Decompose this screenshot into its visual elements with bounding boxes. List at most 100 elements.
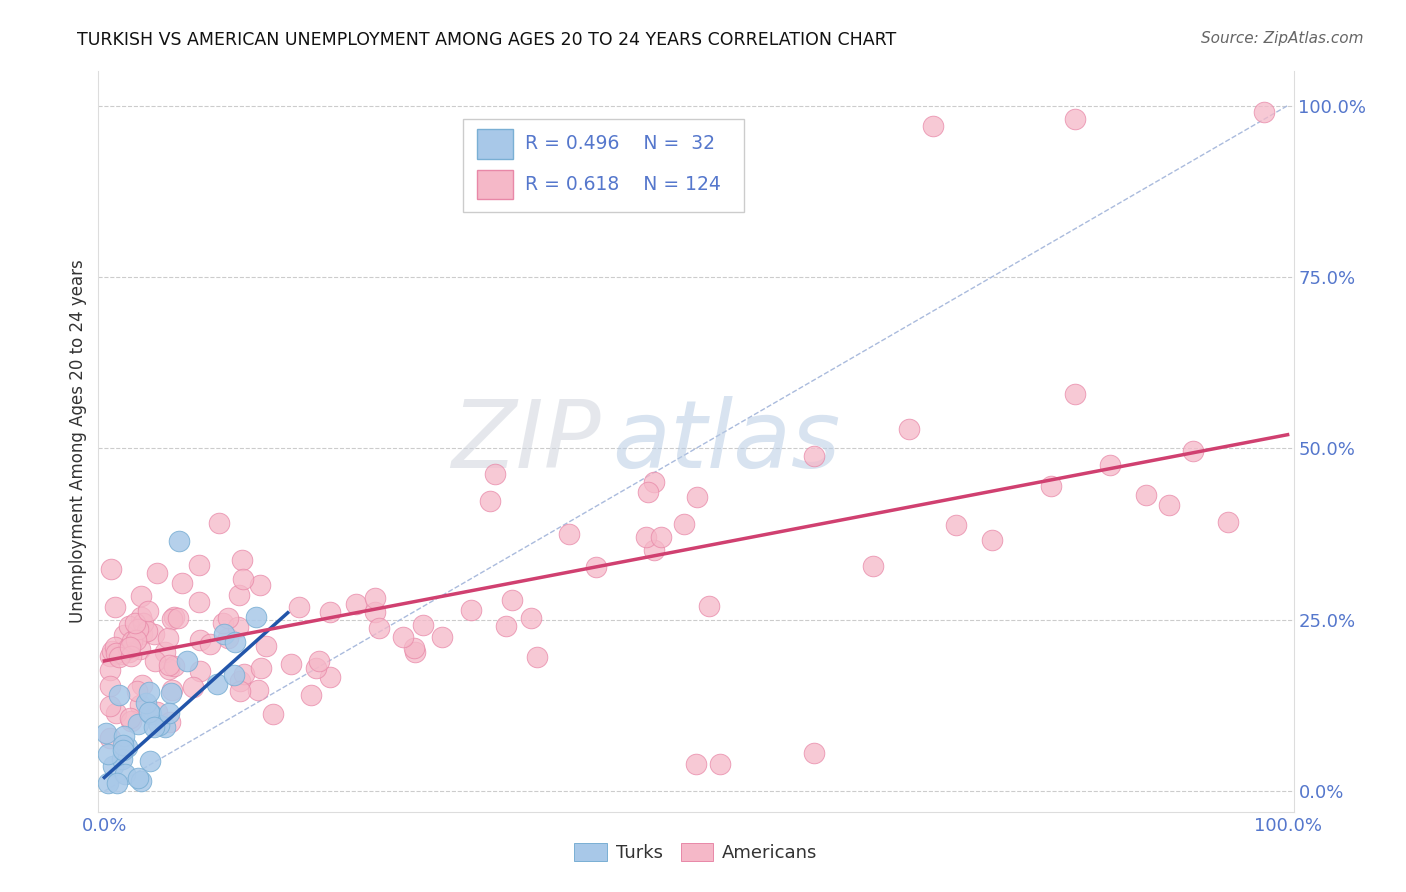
Point [229,674,252,689]
Point [163,610,186,624]
Point [484,467,506,481]
Point [172,575,194,590]
Point [166,611,188,625]
Point [495,618,517,632]
Y-axis label: Unemployment Among Ages 20 to 24 years: Unemployment Among Ages 20 to 24 years [69,260,87,624]
Point [146,705,169,719]
Point [211,615,233,630]
Point [97,776,120,790]
Legend: Turks, Americans: Turks, Americans [567,836,825,870]
Text: R = 0.496    N =  32: R = 0.496 N = 32 [524,135,716,153]
Point [980,533,1002,548]
Point [155,720,177,734]
Point [188,594,211,608]
Point [124,616,146,631]
Point [299,688,322,702]
Point [404,645,426,659]
Point [127,717,149,731]
Point [104,600,127,615]
Point [921,119,943,133]
Point [643,543,665,558]
Point [132,615,155,630]
Point [159,657,181,672]
Point [222,668,245,682]
Point [709,756,731,771]
Point [157,662,180,676]
Text: ZIP: ZIP [451,396,600,487]
Point [98,731,121,746]
Point [153,645,176,659]
Point [226,620,249,634]
Point [1063,387,1085,401]
Point [231,553,253,567]
Point [145,654,167,668]
Point [897,422,920,436]
Point [945,518,967,533]
Point [650,530,672,544]
Point [478,494,501,508]
Point [112,730,135,744]
Point [101,644,124,658]
Point [685,491,707,505]
Point [391,631,413,645]
Point [127,622,149,636]
Point [232,572,254,586]
Point [304,661,326,675]
Point [697,599,720,614]
Point [249,661,271,675]
Point [118,645,141,659]
Point [364,591,387,605]
Point [131,627,153,641]
Point [208,516,231,531]
Point [460,602,482,616]
Point [105,776,128,790]
Point [1218,515,1240,529]
Point [430,631,453,645]
Point [108,650,131,665]
Point [98,663,121,677]
Point [125,684,148,698]
Point [160,686,183,700]
Point [1063,112,1085,127]
Point [245,609,267,624]
Point [803,747,825,761]
Point [121,633,143,648]
Point [117,640,139,655]
Point [217,631,239,645]
Point [121,714,143,728]
Point [107,688,129,702]
Point [160,612,183,626]
Point [118,619,141,633]
Point [214,627,236,641]
Point [232,667,254,681]
Point [115,739,138,754]
Point [143,627,166,641]
Point [136,624,159,639]
Point [636,530,658,544]
Point [125,633,148,648]
Point [114,766,136,780]
Point [228,588,250,602]
Point [501,593,523,607]
Point [138,754,160,768]
Point [127,771,149,785]
Point [1135,488,1157,502]
Point [224,634,246,648]
Point [135,696,157,710]
Point [862,559,884,574]
Point [280,657,302,671]
Point [111,752,134,766]
Point [412,617,434,632]
Point [143,720,166,734]
Point [98,649,121,664]
Point [229,684,252,698]
Point [519,611,541,625]
Point [104,640,127,654]
Point [128,698,150,712]
Point [156,631,179,645]
Point [404,640,426,655]
Point [558,526,581,541]
Point [100,562,122,576]
Point [368,621,391,635]
Point [131,773,153,788]
